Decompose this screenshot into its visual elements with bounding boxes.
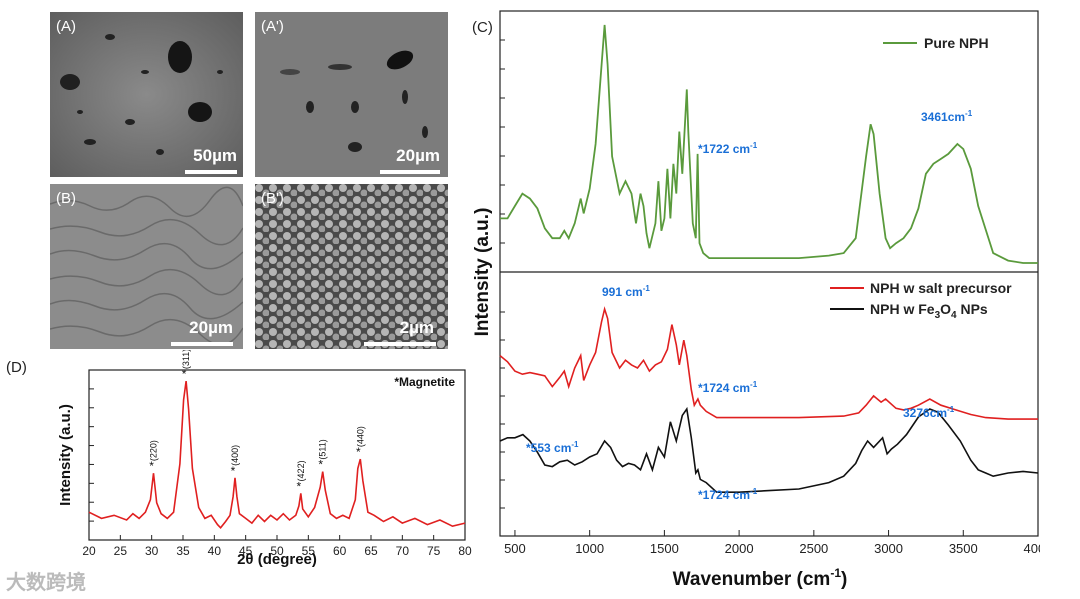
ftir-x-tick-label: 3000 — [874, 541, 903, 556]
ftir-y-axis-label: Intensity (a.u.) — [472, 208, 493, 337]
legend-salt-precursor-text: NPH w salt precursor — [870, 280, 1012, 296]
xrd-peak-marker: * — [356, 445, 361, 459]
xrd-x-tick-label: 70 — [396, 544, 410, 558]
xrd-peak-label: (422) — [296, 460, 306, 481]
xrd-peak-label: (511) — [318, 439, 328, 459]
xrd-x-tick-label: 30 — [145, 544, 159, 558]
xrd-x-tick-label: 75 — [427, 544, 441, 558]
micrograph-a-image — [50, 12, 243, 177]
annotation-3461: 3461cm-1 — [921, 109, 973, 124]
xrd-y-axis-label: Intensity (a.u.) — [57, 404, 74, 506]
xrd-peak-label: (400) — [230, 445, 240, 466]
micrograph-a-scale-text: 50µm — [193, 146, 237, 165]
annotation-3276: 3276cm-1 — [903, 405, 955, 420]
xrd-series-line — [88, 380, 466, 530]
annotation-1724-red: *1724 cm-1 — [698, 380, 758, 395]
xrd-x-tick-label: 25 — [114, 544, 128, 558]
xrd-peak-marker: * — [318, 458, 323, 472]
ftir-x-tick-label: 4000 — [1024, 541, 1040, 556]
micrograph-a-prime-image — [255, 12, 448, 177]
xrd-x-axis-label: 2θ (degree) — [237, 551, 317, 568]
ftir-axis-ticks — [500, 39, 1039, 536]
ftir-plot-frame — [499, 10, 1039, 537]
xrd-axis-tick-labels: 20 25 30 35 40 45 50 55 60 65 70 75 80 — [82, 544, 472, 558]
panel-c-label: (C) — [472, 19, 493, 36]
pure-nph-series-line — [500, 24, 1038, 264]
micrograph-a-prime: (A') 20µm — [255, 12, 448, 177]
xrd-x-tick-label: 55 — [302, 544, 316, 558]
micrograph-b-prime: (B') 2µm — [255, 184, 448, 349]
micrograph-a: (A) 50µm — [50, 12, 243, 177]
ftir-x-tick-label: 500 — [504, 541, 526, 556]
annotation-991: 991 cm-1 — [602, 284, 650, 299]
panel-d-label: (D) — [6, 359, 27, 376]
xrd-peak-labels: *(220)*(311)*(400)*(422) *(511) *(440) — [149, 350, 366, 493]
xrd-x-tick-label: 65 — [364, 544, 378, 558]
ftir-x-axis-label: Wavenumber (cm-1) — [673, 566, 848, 590]
xrd-peak-marker: * — [231, 464, 236, 478]
xrd-x-tick-label: 60 — [333, 544, 347, 558]
xrd-x-tick-label: 20 — [82, 544, 96, 558]
micrograph-b-label: (B) — [56, 190, 76, 207]
annotation-1724-black: *1724 cm-1 — [698, 487, 758, 502]
magnetite-legend: *Magnetite — [394, 375, 455, 389]
xrd-peak-label: (220) — [149, 440, 159, 461]
xrd-x-tick-label: 50 — [270, 544, 284, 558]
xrd-peak-label: (311) — [181, 350, 191, 369]
xrd-plot-frame — [88, 369, 466, 541]
micrograph-b-scale-text: 20µm — [189, 318, 233, 337]
micrograph-a-prime-scale-text: 20µm — [396, 146, 440, 165]
micrograph-b-prime-scale-bar — [364, 342, 436, 346]
micrograph-a-scale-bar — [185, 170, 237, 174]
micrograph-b-prime-image — [255, 184, 448, 349]
annotation-553: *553 cm-1 — [526, 440, 579, 455]
micrograph-b: (B) 20µm — [50, 184, 243, 349]
ftir-chart: (C) 500 1000 1500 2000 2500 3000 3500 4000 Pure… — [472, 10, 1040, 590]
legend-pure-nph-text: Pure NPH — [924, 35, 989, 51]
ftir-x-tick-label: 1000 — [575, 541, 604, 556]
annotation-1722: *1722 cm-1 — [698, 141, 758, 156]
ftir-x-tick-label: 2500 — [799, 541, 828, 556]
xrd-peak-marker: * — [182, 367, 187, 381]
xrd-peak-label: (440) — [355, 426, 365, 447]
legend-pure-nph: Pure NPH — [883, 35, 989, 51]
xrd-x-tick-label: 35 — [176, 544, 190, 558]
fe3o4-series-line — [499, 406, 1039, 493]
xrd-axis-ticks — [88, 388, 466, 540]
watermark: 大数跨境 — [6, 572, 86, 594]
xrd-chart: (D) 20 25 30 35 40 45 50 55 60 65 70 75 80 *(220)*(3… — [6, 350, 472, 568]
legend-salt-precursor: NPH w salt precursor — [830, 280, 1012, 296]
micrograph-a-prime-label: (A') — [261, 18, 284, 35]
ftir-x-tick-label: 1500 — [650, 541, 679, 556]
ftir-axis-tick-labels: 500 1000 1500 2000 2500 3000 3500 4000 — [504, 541, 1040, 556]
ftir-x-tick-label: 2000 — [725, 541, 754, 556]
micrograph-a-prime-scale-bar — [380, 170, 440, 174]
xrd-peak-marker: * — [149, 459, 154, 473]
salt-precursor-series-line — [499, 306, 1038, 420]
micrograph-b-prime-label: (B') — [261, 190, 284, 207]
xrd-x-tick-label: 45 — [239, 544, 253, 558]
xrd-x-tick-label: 80 — [458, 544, 472, 558]
micrograph-a-label: (A) — [56, 18, 76, 35]
legend-fe3o4-text: NPH w Fe3O4 NPs — [870, 301, 988, 321]
legend-fe3o4: NPH w Fe3O4 NPs — [830, 301, 988, 321]
xrd-peak-marker: * — [296, 479, 301, 493]
xrd-x-tick-label: 40 — [208, 544, 222, 558]
micrograph-b-prime-scale-text: 2µm — [399, 318, 434, 337]
micrograph-b-image — [50, 184, 243, 349]
micrograph-b-scale-bar — [171, 342, 233, 346]
ftir-x-tick-label: 3500 — [949, 541, 978, 556]
